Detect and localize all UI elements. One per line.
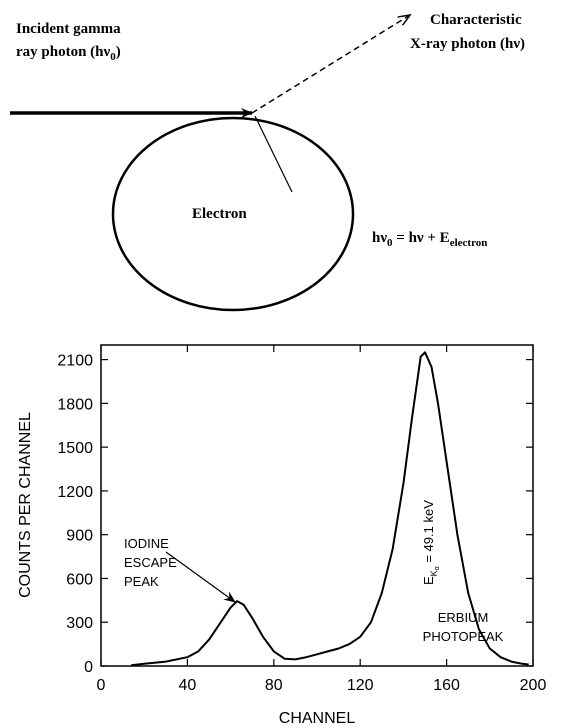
annotation: PEAK <box>124 574 159 589</box>
label-line: ) <box>116 44 121 60</box>
y-axis-title: COUNTS PER CHANNEL <box>17 412 34 598</box>
eq-part: hν <box>372 230 387 246</box>
eq-part: = hν + E <box>393 230 450 246</box>
x-axis-title: CHANNEL <box>279 710 356 727</box>
annotation-arrow <box>166 552 235 602</box>
y-tick-label: 900 <box>66 528 93 545</box>
subscript: electron <box>450 237 488 249</box>
ann-part: E <box>421 576 436 585</box>
y-tick-label: 2100 <box>57 353 93 370</box>
annotation: EKα = 49.1 keV <box>421 500 441 585</box>
xray-label: X-ray photon (hν) <box>410 36 525 52</box>
x-tick-label: 160 <box>433 677 460 694</box>
annotation: IODINE <box>124 536 169 551</box>
xray-arrow <box>252 15 410 113</box>
x-tick-label: 40 <box>179 677 197 694</box>
electron-label: Electron <box>192 206 247 222</box>
x-tick-label: 80 <box>265 677 283 694</box>
annotation: ERBIUM <box>438 610 489 625</box>
label-line: ray photon (hν <box>16 44 111 60</box>
incident-label: Incident gamma <box>16 21 121 37</box>
ann-part: = 49.1 keV <box>421 500 436 566</box>
y-tick-label: 1200 <box>57 484 93 501</box>
annotation: PHOTOPEAK <box>423 629 504 644</box>
x-tick-label: 0 <box>97 677 106 694</box>
xray-label: Characteristic <box>430 12 522 28</box>
x-tick-label: 120 <box>347 677 374 694</box>
y-tick-label: 0 <box>84 659 93 676</box>
y-tick-label: 300 <box>66 615 93 632</box>
x-tick-label: 200 <box>520 677 547 694</box>
y-tick-label: 600 <box>66 571 93 588</box>
equation: hν0 = hν + Eelectron <box>372 230 487 249</box>
label-line: Incident gamma <box>16 21 121 37</box>
annotation: ESCAPE <box>124 555 177 570</box>
y-tick-label: 1500 <box>57 440 93 457</box>
figure: Incident gamma ray photon (hν0) Characte… <box>0 0 583 728</box>
y-tick-label: 1800 <box>57 396 93 413</box>
incident-label: ray photon (hν0) <box>16 44 121 63</box>
